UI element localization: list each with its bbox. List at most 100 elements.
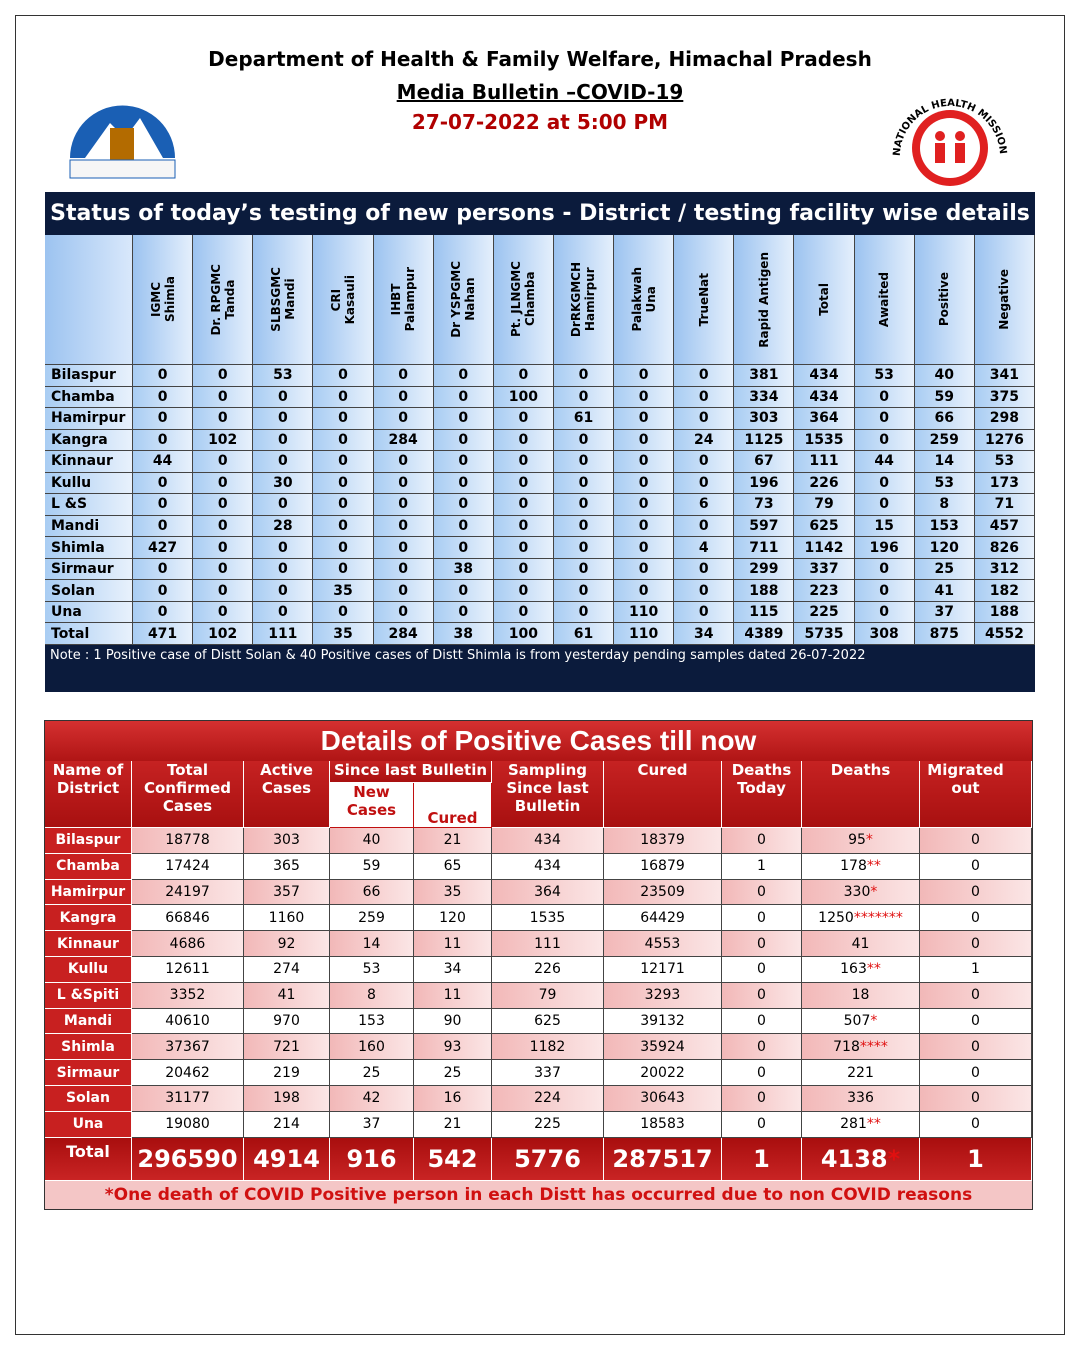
value-cell: 17424 (132, 853, 244, 880)
header-text: TrueNat (697, 273, 711, 326)
value-cell: 284 (373, 623, 434, 645)
header-text: Negative (997, 269, 1011, 330)
header-text: Positive (937, 272, 951, 326)
column-header: IHBT Palampur (373, 235, 434, 365)
value-cell: 25 (914, 558, 975, 581)
value-cell: 38 (433, 623, 494, 645)
district-cell: Chamba (45, 386, 133, 409)
value-cell: 34 (414, 957, 492, 983)
total-cell: 542 (414, 1137, 492, 1181)
district-cell: Una (45, 601, 133, 624)
header-active: Active Cases (244, 761, 330, 828)
deaths-mark: * (865, 832, 873, 849)
column-header: TrueNat (674, 235, 735, 365)
value-cell: 11 (414, 931, 492, 957)
header-line: Palampur (403, 267, 418, 332)
value-cell: 0 (854, 580, 915, 602)
value-cell: 42 (330, 1086, 414, 1112)
value-cell: 259 (330, 905, 414, 932)
value-cell: 1 (920, 957, 1032, 983)
header-text: CRI Kasauli (329, 275, 357, 324)
value-cell: 381 (734, 365, 795, 387)
value-cell: 0 (133, 472, 194, 495)
value-cell: 4553 (604, 931, 722, 957)
value-cell: 0 (493, 515, 554, 538)
value-cell: 100 (493, 386, 554, 409)
value-cell: 4552 (974, 623, 1035, 645)
district-cell: Solan (45, 1086, 132, 1112)
value-cell: 0 (920, 1086, 1032, 1112)
value-cell: 0 (920, 931, 1032, 957)
testing-title: Status of today’s testing of new persons… (50, 201, 1030, 226)
value-cell: 6 (674, 494, 735, 516)
header-line: Positive (937, 272, 952, 327)
header-text: DrRKGMCH Hamirpur (569, 262, 597, 337)
total-cell: 4914 (244, 1137, 330, 1181)
value-cell: 0 (553, 515, 615, 538)
value-cell: 0 (722, 905, 802, 932)
value-cell: 625 (794, 515, 855, 538)
value-cell: 1182 (492, 1034, 604, 1061)
deaths-mark: ** (866, 961, 881, 978)
value-cell: 0 (614, 365, 675, 387)
header-line: Hamirpur (583, 267, 598, 332)
value-cell: 337 (492, 1060, 604, 1086)
value-cell: 21 (414, 828, 492, 854)
value-cell: 0 (674, 601, 735, 624)
value-cell: 1276 (974, 429, 1035, 452)
value-cell: 0 (493, 472, 554, 495)
header-text: Rapid Antigen (757, 252, 771, 348)
frame (15, 15, 1065, 1335)
column-header: IGMC Shimla (133, 235, 194, 365)
header-line: TrueNat (696, 272, 711, 327)
value-cell: 24 (674, 429, 735, 452)
value-cell: 0 (493, 601, 554, 624)
value-cell: 100 (493, 623, 554, 645)
value-cell: 0 (373, 451, 434, 473)
value-cell: 0 (920, 982, 1032, 1009)
district-cell: Kangra (45, 429, 133, 452)
value-cell: 3293 (604, 982, 722, 1009)
department: Department of Health & Family Welfare, H… (208, 47, 872, 71)
value-cell: 53 (854, 365, 915, 387)
value-cell: 35 (414, 879, 492, 906)
header-line: Awaited (877, 271, 892, 328)
value-cell: 110 (614, 623, 675, 645)
value-cell: 226 (492, 957, 604, 983)
value-cell: 111 (492, 931, 604, 957)
value-cell: 0 (313, 386, 374, 409)
value-cell: 41 (914, 580, 975, 602)
header-text: Dr. RPGMC Tanda (209, 264, 237, 336)
value-cell: 0 (920, 879, 1032, 906)
value-cell: 0 (722, 982, 802, 1009)
deaths-cell: 718 **** (802, 1034, 920, 1061)
value-cell: 0 (614, 580, 675, 602)
value-cell: 59 (914, 386, 975, 409)
value-cell: 18583 (604, 1111, 722, 1138)
value-cell: 0 (133, 558, 194, 581)
deaths-cell: 163 ** (802, 957, 920, 983)
district-cell: Sirmaur (45, 558, 133, 581)
value-cell: 336 (802, 1086, 920, 1112)
column-header: DrRKGMCH Hamirpur (553, 235, 615, 365)
column-header: SLBSGMC Mandi (253, 235, 314, 365)
value-cell: 0 (493, 365, 554, 387)
value-cell: 71 (974, 494, 1035, 516)
value-cell: 30643 (604, 1086, 722, 1112)
value-cell: 221 (802, 1060, 920, 1086)
column-header: Pt. JLNGMC Chamba (493, 235, 554, 365)
value-cell: 0 (614, 537, 675, 559)
value-cell: 214 (244, 1111, 330, 1138)
value-cell: 0 (253, 558, 314, 581)
header-line: Dr. RPGMC (208, 263, 223, 336)
header-migrated: Migrated out (920, 761, 1032, 828)
value-cell: 4389 (734, 623, 795, 645)
value-cell: 471 (133, 623, 194, 645)
value-cell: 0 (722, 828, 802, 854)
value-cell: 160 (330, 1034, 414, 1061)
header-line: DrRKGMCH (569, 261, 584, 338)
value-cell: 120 (414, 905, 492, 932)
value-cell: 35 (313, 623, 374, 645)
value-cell: 303 (244, 828, 330, 854)
column-header: Awaited (854, 235, 915, 365)
